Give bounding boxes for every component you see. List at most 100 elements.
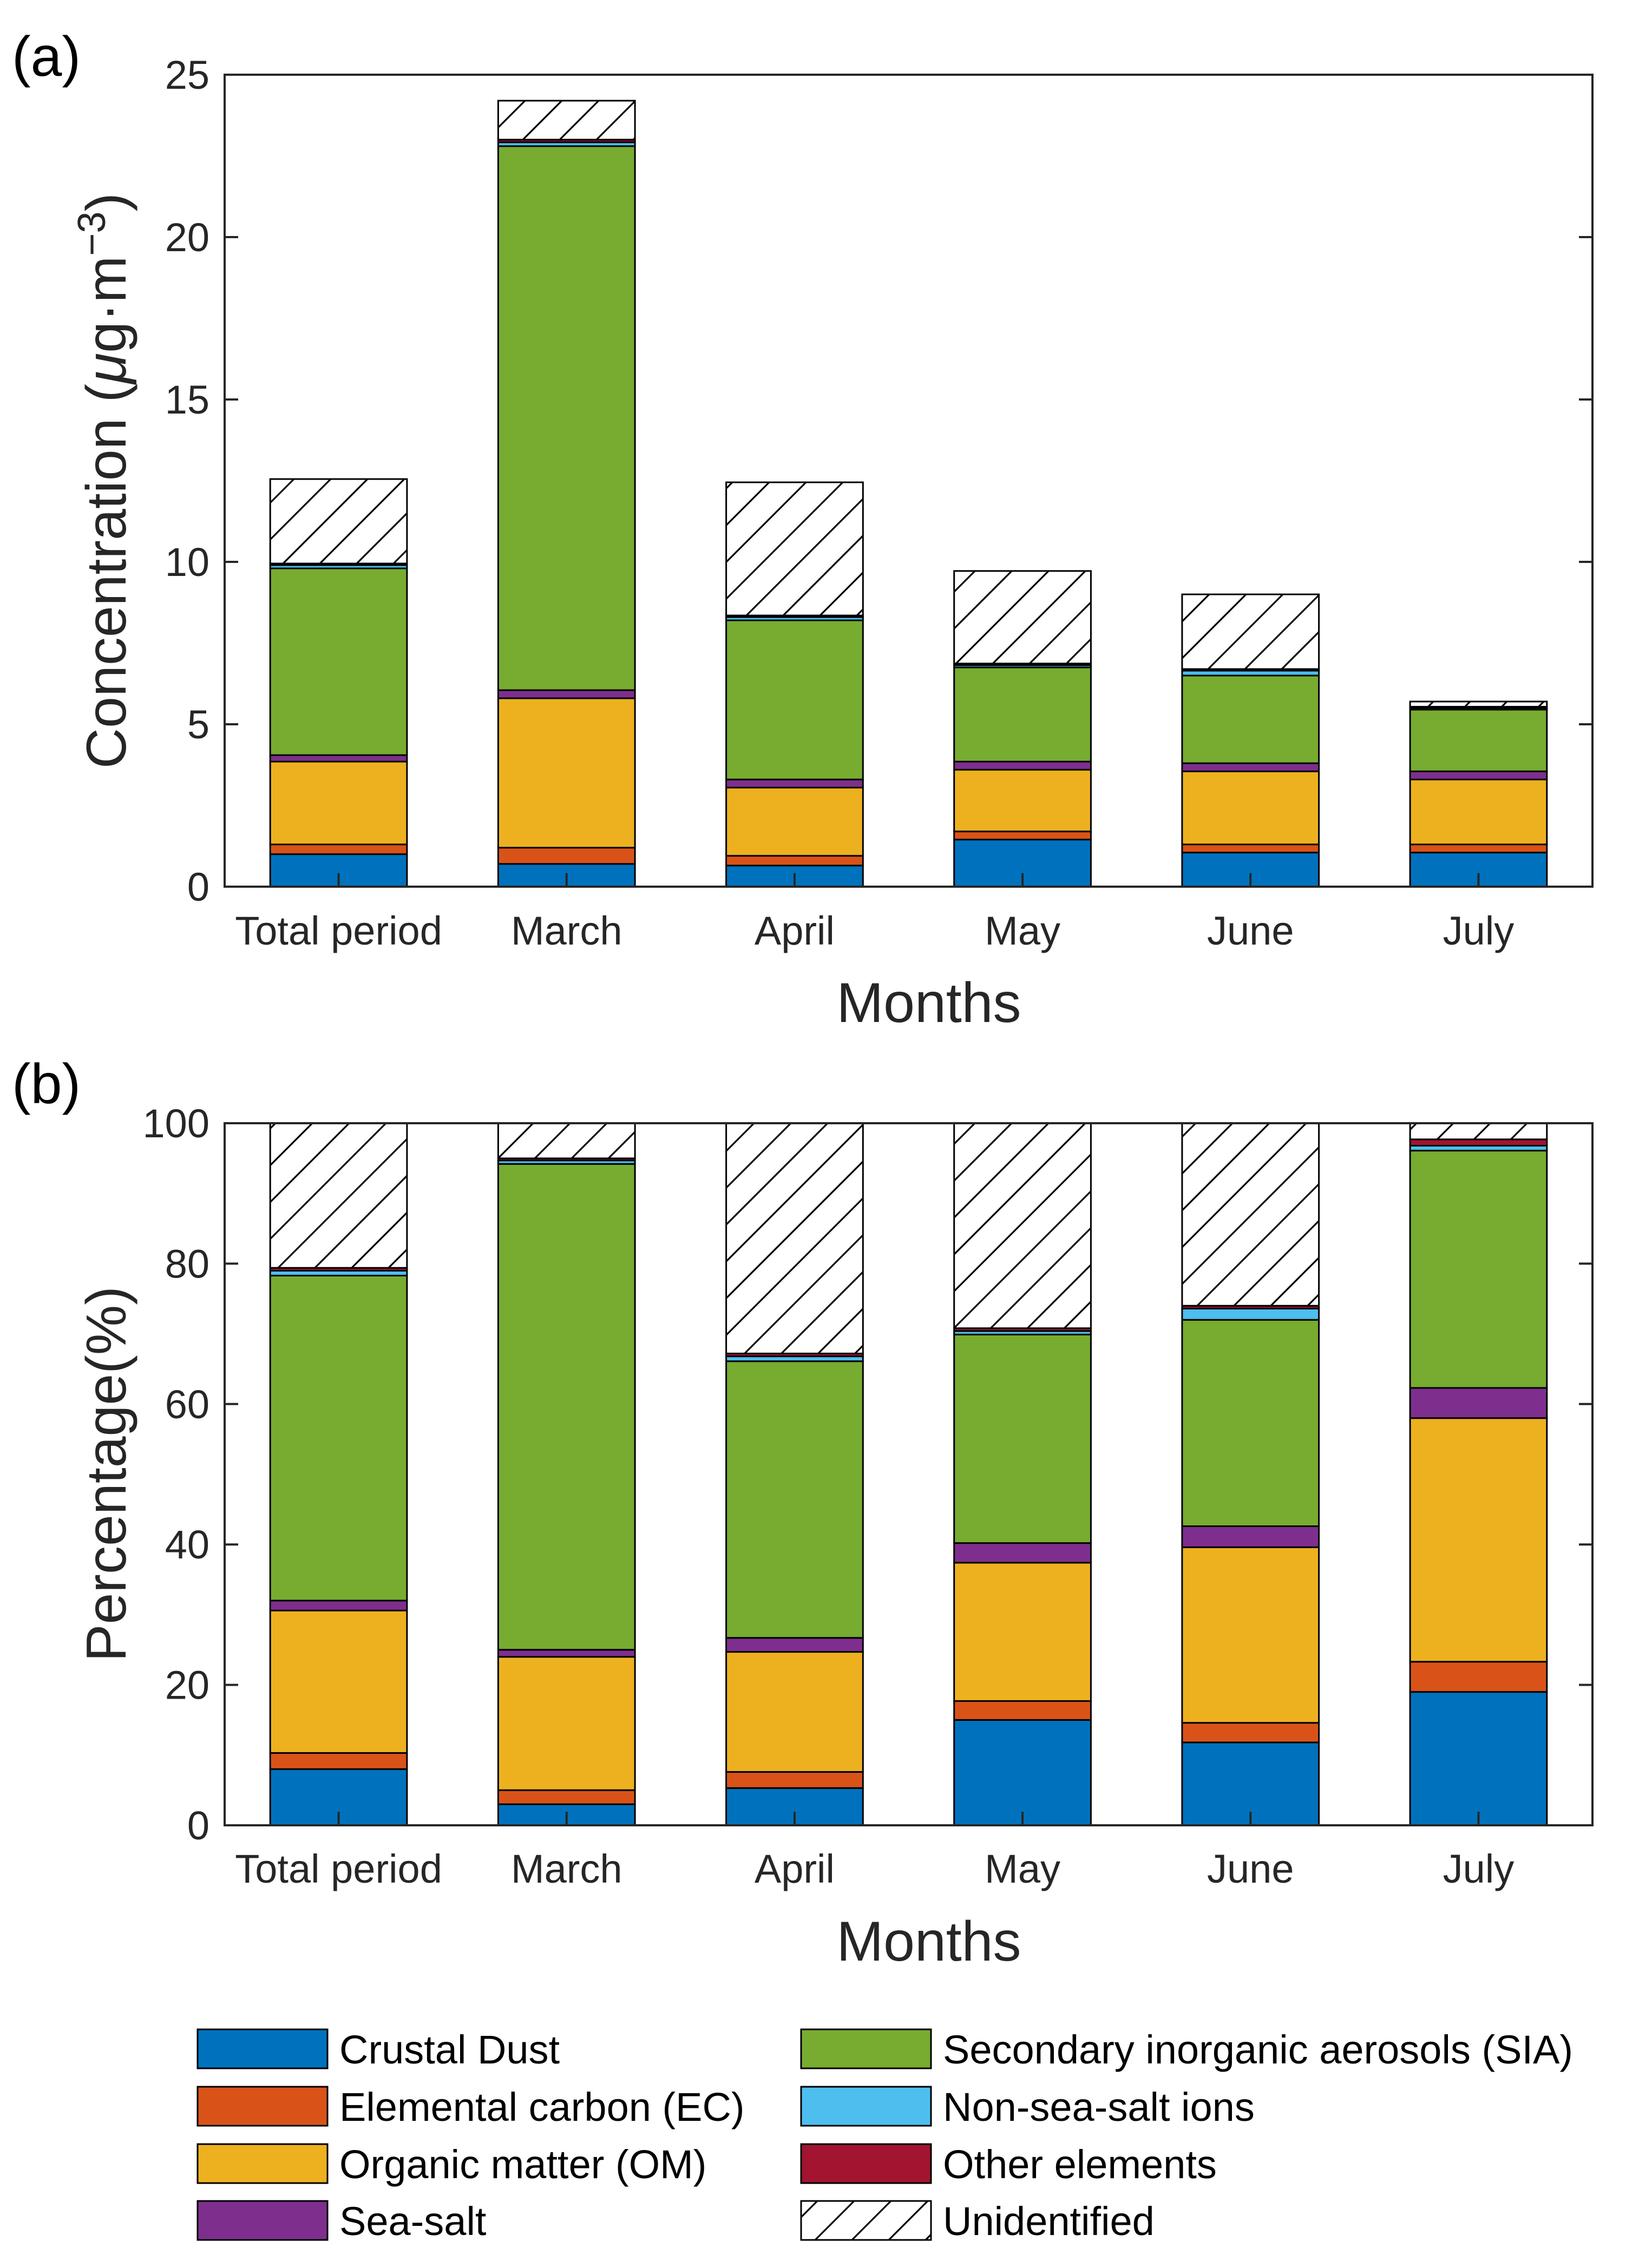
bar-a-total-period-organic-matter-om xyxy=(269,761,408,846)
bar-a-total-period-secondary-inorganic-aerosols-sia xyxy=(269,567,408,756)
bar-a-july-secondary-inorganic-aerosols-sia xyxy=(1409,709,1548,772)
x-tick-label: April xyxy=(755,1846,835,1891)
panel-b-y-ticks: 0 20 40 60 80 100 xyxy=(143,1101,1592,1848)
bar-a-may-elemental-carbon-ec xyxy=(953,830,1092,841)
bar-a-march-secondary-inorganic-aerosols-sia xyxy=(497,145,636,691)
x-tick-label: March xyxy=(511,1846,622,1891)
bar-b-june-unidentified xyxy=(1181,1122,1320,1307)
panel-a: (a) 0 5 10 15 20 25 Total period March April May… xyxy=(12,25,1594,1034)
y-tick-label: 25 xyxy=(165,53,209,97)
bar-a-may-unidentified xyxy=(953,570,1092,665)
bar-b-may-unidentified xyxy=(953,1122,1092,1329)
bar-a-june-organic-matter-om xyxy=(1181,770,1320,846)
x-tick-label: May xyxy=(985,1846,1060,1891)
legend-label-other-elements: Other elements xyxy=(943,2142,1217,2187)
bar-a-may-organic-matter-om xyxy=(953,769,1092,833)
bar-a-total-period-unidentified xyxy=(269,478,408,565)
panel-a-x-axis-label: Months xyxy=(836,972,1021,1034)
panel-a-x-ticks: Total period March April May June July xyxy=(235,873,1514,953)
legend-swatch-crustal-dust xyxy=(196,2028,329,2069)
bar-a-april-unidentified xyxy=(725,481,864,617)
x-tick-label: June xyxy=(1207,1846,1294,1891)
y-tick-label: 80 xyxy=(165,1241,209,1286)
bar-b-march-sea-salt xyxy=(497,1649,636,1658)
bar-a-may-secondary-inorganic-aerosols-sia xyxy=(953,666,1092,763)
panel-a-y-ticks: 0 5 10 15 20 25 xyxy=(165,53,1592,909)
bar-b-may-elemental-carbon-ec xyxy=(953,1700,1092,1721)
panel-b-axes-box xyxy=(224,1122,1594,1826)
legend-swatch-sea-salt xyxy=(196,2200,329,2241)
legend-label-organic-matter-om: Organic matter (OM) xyxy=(339,2142,706,2187)
legend-swatch-unidentified xyxy=(800,2200,932,2241)
bar-a-may-sea-salt xyxy=(953,761,1092,771)
bar-a-june-elemental-carbon-ec xyxy=(1181,843,1320,854)
bar-b-total-period-secondary-inorganic-aerosols-sia xyxy=(269,1274,408,1602)
bar-a-june-secondary-inorganic-aerosols-sia xyxy=(1181,674,1320,764)
x-tick-label: July xyxy=(1443,908,1515,953)
panel-a-axes-box xyxy=(224,74,1594,888)
legend-label-secondary-inorganic-aerosols-sia: Secondary inorganic aerosols (SIA) xyxy=(943,2027,1573,2072)
bar-b-july-other-elements xyxy=(1409,1138,1548,1147)
bar-a-total-period-sea-salt xyxy=(269,754,408,763)
bar-b-total-period-elemental-carbon-ec xyxy=(269,1752,408,1770)
bar-b-april-organic-matter-om xyxy=(725,1651,864,1773)
y-tick-label: 40 xyxy=(165,1522,209,1567)
legend-swatch-elemental-carbon-ec xyxy=(196,2086,329,2127)
bar-b-june-sea-salt xyxy=(1181,1525,1320,1548)
bar-a-march-sea-salt xyxy=(497,689,636,699)
legend-label-sea-salt: Sea-salt xyxy=(339,2199,487,2244)
bar-b-may-crustal-dust xyxy=(953,1719,1092,1826)
bar-b-july-elemental-carbon-ec xyxy=(1409,1661,1548,1693)
bar-a-july-unidentified xyxy=(1409,700,1548,708)
bar-a-march-organic-matter-om xyxy=(497,697,636,849)
bar-b-march-elemental-carbon-ec xyxy=(497,1789,636,1805)
bar-b-total-period-sea-salt xyxy=(269,1600,408,1611)
y-tick-label: 60 xyxy=(165,1382,209,1427)
y-tick-label: 5 xyxy=(187,702,209,747)
bar-a-april-organic-matter-om xyxy=(725,787,864,857)
bar-a-june-unidentified xyxy=(1181,593,1320,670)
bar-a-march-elemental-carbon-ec xyxy=(497,847,636,865)
x-tick-label: March xyxy=(511,908,622,953)
bar-a-april-sea-salt xyxy=(725,778,864,789)
legend-swatch-organic-matter-om xyxy=(196,2143,329,2184)
y-tick-label: 0 xyxy=(187,1803,209,1848)
x-tick-label: Total period xyxy=(235,1846,442,1891)
bar-b-july-secondary-inorganic-aerosols-sia xyxy=(1409,1150,1548,1389)
bar-b-march-secondary-inorganic-aerosols-sia xyxy=(497,1163,636,1651)
bar-b-july-sea-salt xyxy=(1409,1387,1548,1419)
bar-b-july-crustal-dust xyxy=(1409,1691,1548,1826)
y-tick-label: 10 xyxy=(165,540,209,585)
bar-a-june-sea-salt xyxy=(1181,762,1320,772)
x-tick-label: April xyxy=(755,908,835,953)
bar-b-june-crustal-dust xyxy=(1181,1741,1320,1826)
bar-a-total-period-elemental-carbon-ec xyxy=(269,843,408,855)
panel-b-bars xyxy=(269,1122,1548,1826)
bar-a-july-sea-salt xyxy=(1409,770,1548,781)
bar-a-april-secondary-inorganic-aerosols-sia xyxy=(725,619,864,781)
legend-swatch-non-sea-salt-ions xyxy=(800,2086,932,2127)
bar-b-april-secondary-inorganic-aerosols-sia xyxy=(725,1360,864,1639)
x-tick-label: July xyxy=(1443,1846,1515,1891)
y-tick-label: 0 xyxy=(187,864,209,909)
legend-label-non-sea-salt-ions: Non-sea-salt ions xyxy=(943,2085,1255,2130)
bar-a-july-organic-matter-om xyxy=(1409,778,1548,846)
bar-b-total-period-unidentified xyxy=(269,1122,408,1269)
bar-b-april-sea-salt xyxy=(725,1637,864,1653)
bar-b-june-secondary-inorganic-aerosols-sia xyxy=(1181,1319,1320,1527)
legend-swatch-secondary-inorganic-aerosols-sia xyxy=(800,2028,932,2069)
bar-b-march-unidentified xyxy=(497,1122,636,1159)
bar-b-june-elemental-carbon-ec xyxy=(1181,1722,1320,1744)
bar-b-june-non-sea-salt-ions xyxy=(1181,1307,1320,1321)
bar-b-total-period-organic-matter-om xyxy=(269,1609,408,1754)
bar-b-june-organic-matter-om xyxy=(1181,1546,1320,1724)
y-tick-label: 20 xyxy=(165,1663,209,1708)
legend-label-elemental-carbon-ec: Elemental carbon (EC) xyxy=(339,2085,745,2130)
x-tick-label: May xyxy=(985,908,1060,953)
bar-b-may-organic-matter-om xyxy=(953,1562,1092,1702)
bar-a-march-unidentified xyxy=(497,100,636,141)
bar-b-april-unidentified xyxy=(725,1122,864,1354)
y-tick-label: 15 xyxy=(165,377,209,422)
